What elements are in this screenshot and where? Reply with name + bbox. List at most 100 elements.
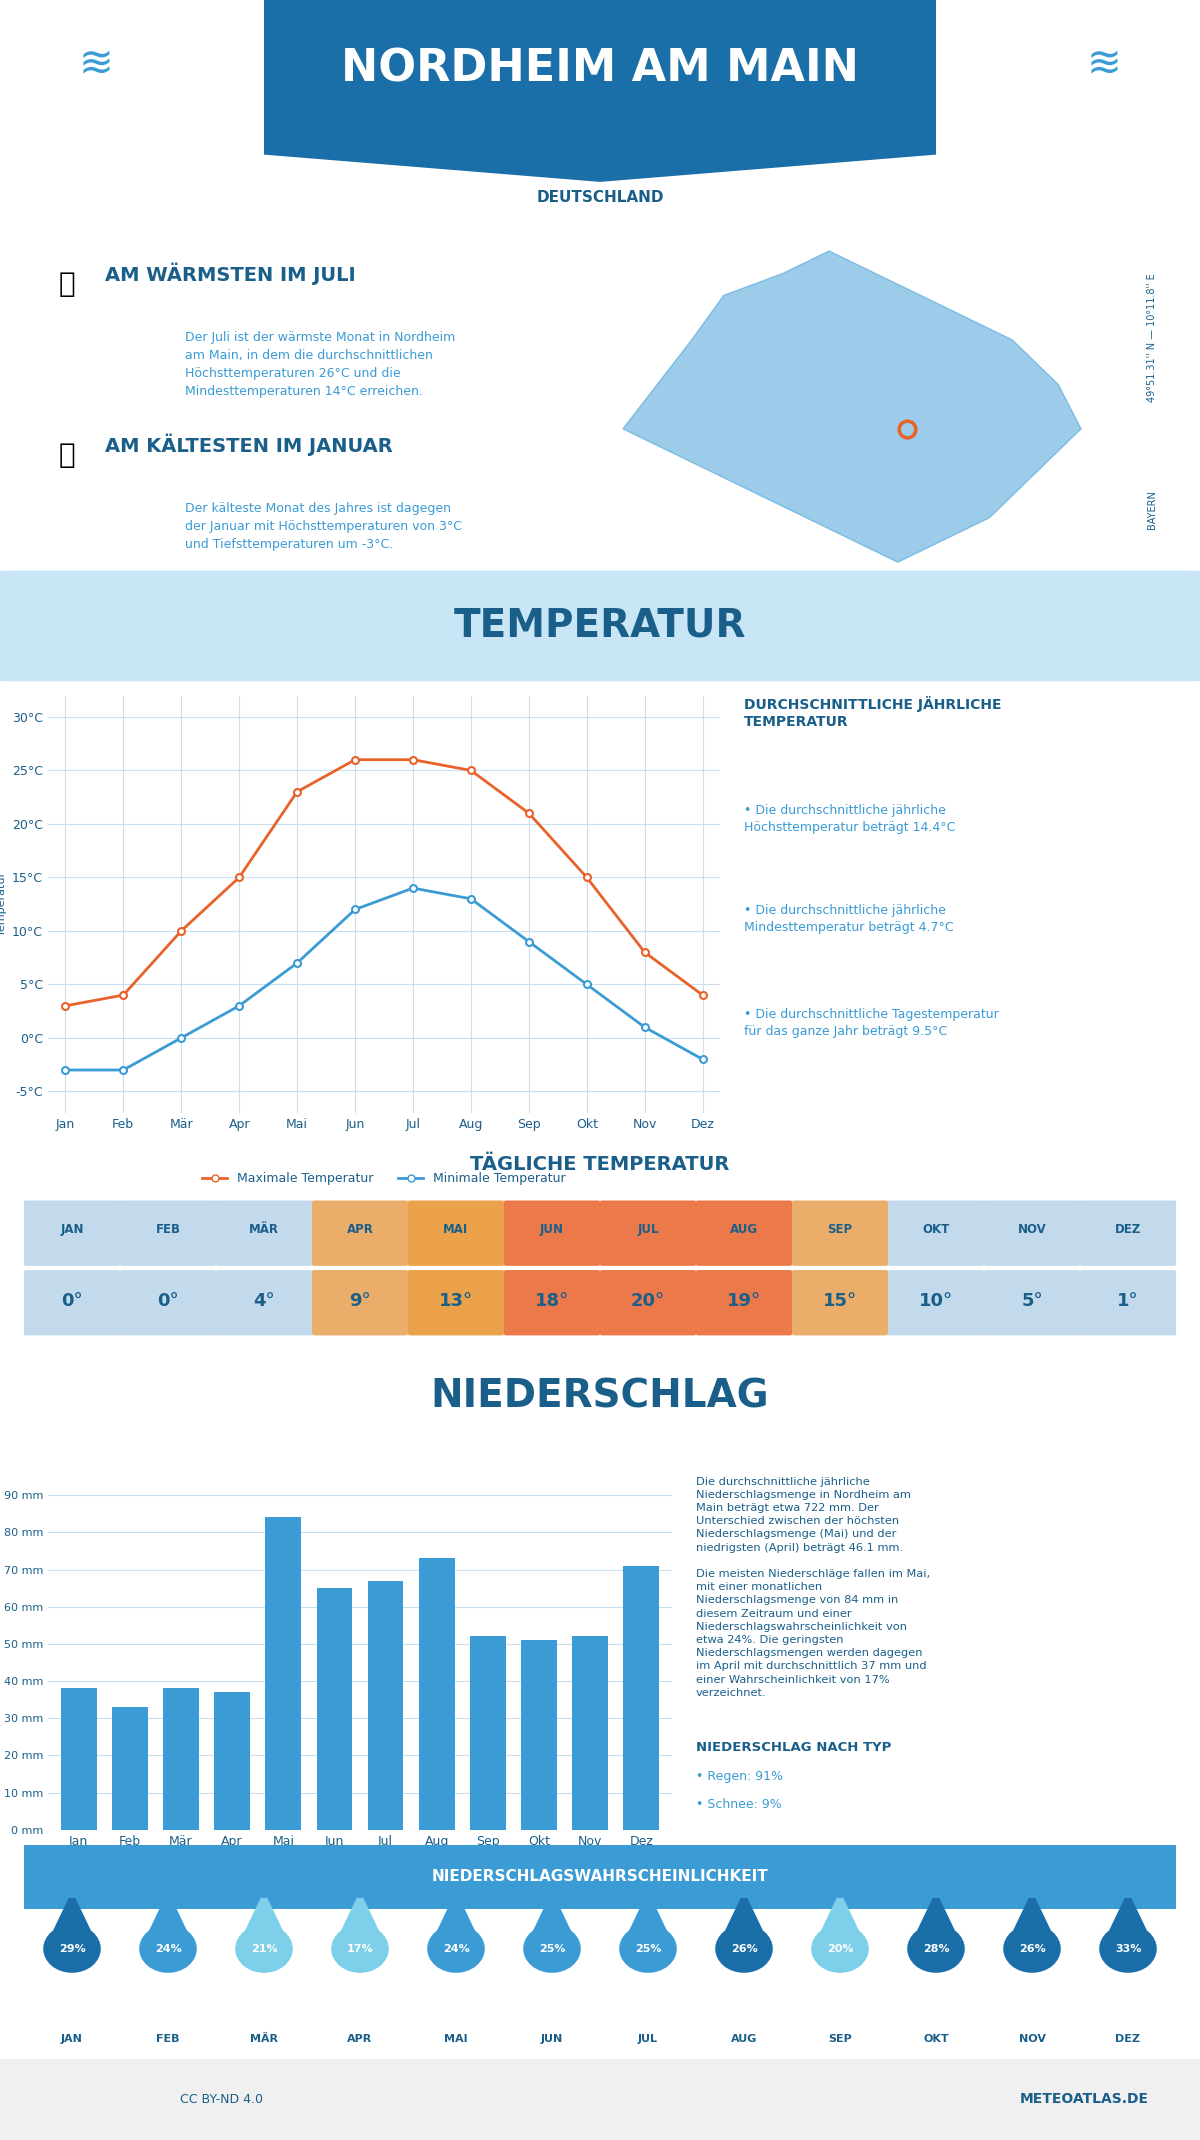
FancyBboxPatch shape xyxy=(408,1201,504,1267)
Text: SEP: SEP xyxy=(828,1224,852,1237)
Text: AUG: AUG xyxy=(731,2033,757,2044)
FancyBboxPatch shape xyxy=(792,1269,888,1335)
Bar xyxy=(521,1639,557,1830)
Text: Der kälteste Monat des Jahres ist dagegen
der Januar mit Höchsttemperaturen von : Der kälteste Monat des Jahres ist dagege… xyxy=(185,503,462,552)
Text: 25%: 25% xyxy=(635,1943,661,1954)
FancyBboxPatch shape xyxy=(888,1269,984,1335)
Text: 24%: 24% xyxy=(443,1943,469,1954)
Text: FEB: FEB xyxy=(156,2033,180,2044)
Text: 25%: 25% xyxy=(539,1943,565,1954)
FancyBboxPatch shape xyxy=(24,1269,120,1335)
Text: MÄR: MÄR xyxy=(250,2033,278,2044)
Text: NIEDERSCHLAGSWAHRSCHEINLICHKEIT: NIEDERSCHLAGSWAHRSCHEINLICHKEIT xyxy=(432,1868,768,1885)
Polygon shape xyxy=(238,1892,290,1950)
FancyBboxPatch shape xyxy=(696,1269,792,1335)
Text: 20°: 20° xyxy=(631,1293,665,1310)
Text: AUG: AUG xyxy=(730,1224,758,1237)
FancyBboxPatch shape xyxy=(0,2059,1200,2140)
Legend: Niederschlagssumme: Niederschlagssumme xyxy=(270,1870,450,1894)
Text: 5°: 5° xyxy=(1021,1293,1043,1310)
Circle shape xyxy=(43,1924,101,1973)
Polygon shape xyxy=(334,1892,386,1950)
Bar xyxy=(470,1637,505,1830)
Text: APR: APR xyxy=(347,1224,373,1237)
Text: Der Juli ist der wärmste Monat in Nordheim
am Main, in dem die durchschnittliche: Der Juli ist der wärmste Monat in Nordhe… xyxy=(185,332,456,398)
Circle shape xyxy=(1003,1924,1061,1973)
FancyBboxPatch shape xyxy=(216,1201,312,1267)
FancyBboxPatch shape xyxy=(696,1201,792,1267)
FancyBboxPatch shape xyxy=(984,1269,1080,1335)
Text: 18°: 18° xyxy=(535,1293,569,1310)
Text: 🌡: 🌡 xyxy=(59,270,76,297)
Text: 49°51.31'' N — 10°11.8'' E: 49°51.31'' N — 10°11.8'' E xyxy=(1147,274,1157,402)
Text: 19°: 19° xyxy=(727,1293,761,1310)
Text: NIEDERSCHLAG NACH TYP: NIEDERSCHLAG NACH TYP xyxy=(696,1742,892,1755)
Bar xyxy=(572,1637,608,1830)
Circle shape xyxy=(235,1924,293,1973)
Y-axis label: Temperatur: Temperatur xyxy=(0,873,6,935)
Polygon shape xyxy=(623,250,1081,563)
Polygon shape xyxy=(910,1892,962,1950)
Text: OKT: OKT xyxy=(923,2033,949,2044)
Text: CC BY-ND 4.0: CC BY-ND 4.0 xyxy=(180,2093,263,2106)
Text: • Die durchschnittliche jährliche
Mindesttemperatur beträgt 4.7°C: • Die durchschnittliche jährliche Mindes… xyxy=(744,903,954,935)
Text: 13°: 13° xyxy=(439,1293,473,1310)
Text: SEP: SEP xyxy=(828,2033,852,2044)
FancyBboxPatch shape xyxy=(12,1845,1188,1909)
Text: JAN: JAN xyxy=(60,1224,84,1237)
FancyBboxPatch shape xyxy=(120,1201,216,1267)
FancyBboxPatch shape xyxy=(504,1269,600,1335)
Polygon shape xyxy=(1102,1892,1154,1950)
Text: 33%: 33% xyxy=(1115,1943,1141,1954)
Text: 9°: 9° xyxy=(349,1293,371,1310)
Text: JUL: JUL xyxy=(637,1224,659,1237)
Text: 0°: 0° xyxy=(157,1293,179,1310)
FancyBboxPatch shape xyxy=(24,1201,120,1267)
Polygon shape xyxy=(814,1892,866,1950)
Text: JAN: JAN xyxy=(61,2033,83,2044)
Text: ≋: ≋ xyxy=(1086,43,1122,86)
Text: DURCHSCHNITTLICHE JÄHRLICHE
TEMPERATUR: DURCHSCHNITTLICHE JÄHRLICHE TEMPERATUR xyxy=(744,696,1002,730)
Circle shape xyxy=(811,1924,869,1973)
Text: BAYERN: BAYERN xyxy=(1147,490,1157,529)
Circle shape xyxy=(523,1924,581,1973)
Bar xyxy=(265,1517,301,1830)
Text: 29%: 29% xyxy=(59,1943,85,1954)
Text: MAI: MAI xyxy=(444,2033,468,2044)
Text: • Schnee: 9%: • Schnee: 9% xyxy=(696,1798,781,1810)
Text: 🌡: 🌡 xyxy=(59,441,76,469)
Bar xyxy=(163,1688,199,1830)
Text: 15°: 15° xyxy=(823,1293,857,1310)
FancyBboxPatch shape xyxy=(888,1201,984,1267)
Polygon shape xyxy=(718,1892,770,1950)
FancyBboxPatch shape xyxy=(120,1269,216,1335)
Text: NOV: NOV xyxy=(1019,2033,1045,2044)
Bar xyxy=(367,1581,403,1830)
Polygon shape xyxy=(430,1892,482,1950)
Text: 4°: 4° xyxy=(253,1293,275,1310)
Text: • Die durchschnittliche jährliche
Höchsttemperatur beträgt 14.4°C: • Die durchschnittliche jährliche Höchst… xyxy=(744,805,955,835)
Text: NORDHEIM AM MAIN: NORDHEIM AM MAIN xyxy=(341,47,859,90)
Circle shape xyxy=(619,1924,677,1973)
Bar xyxy=(61,1688,96,1830)
Text: DEZ: DEZ xyxy=(1115,1224,1141,1237)
FancyBboxPatch shape xyxy=(408,1269,504,1335)
Text: TEMPERATUR: TEMPERATUR xyxy=(454,608,746,644)
Text: 28%: 28% xyxy=(923,1943,949,1954)
Text: METEOATLAS.DE: METEOATLAS.DE xyxy=(1020,2093,1150,2106)
FancyBboxPatch shape xyxy=(0,571,1200,681)
FancyBboxPatch shape xyxy=(600,1269,696,1335)
Legend: Maximale Temperatur, Minimale Temperatur: Maximale Temperatur, Minimale Temperatur xyxy=(197,1166,571,1190)
Text: MAI: MAI xyxy=(443,1224,469,1237)
Text: 26%: 26% xyxy=(1019,1943,1045,1954)
Text: JUN: JUN xyxy=(541,2033,563,2044)
Text: 0°: 0° xyxy=(61,1293,83,1310)
Text: • Regen: 91%: • Regen: 91% xyxy=(696,1770,784,1783)
Polygon shape xyxy=(264,0,936,182)
Polygon shape xyxy=(526,1892,578,1950)
Text: 17%: 17% xyxy=(347,1943,373,1954)
FancyBboxPatch shape xyxy=(216,1269,312,1335)
Polygon shape xyxy=(142,1892,194,1950)
Polygon shape xyxy=(1006,1892,1058,1950)
Text: 10°: 10° xyxy=(919,1293,953,1310)
